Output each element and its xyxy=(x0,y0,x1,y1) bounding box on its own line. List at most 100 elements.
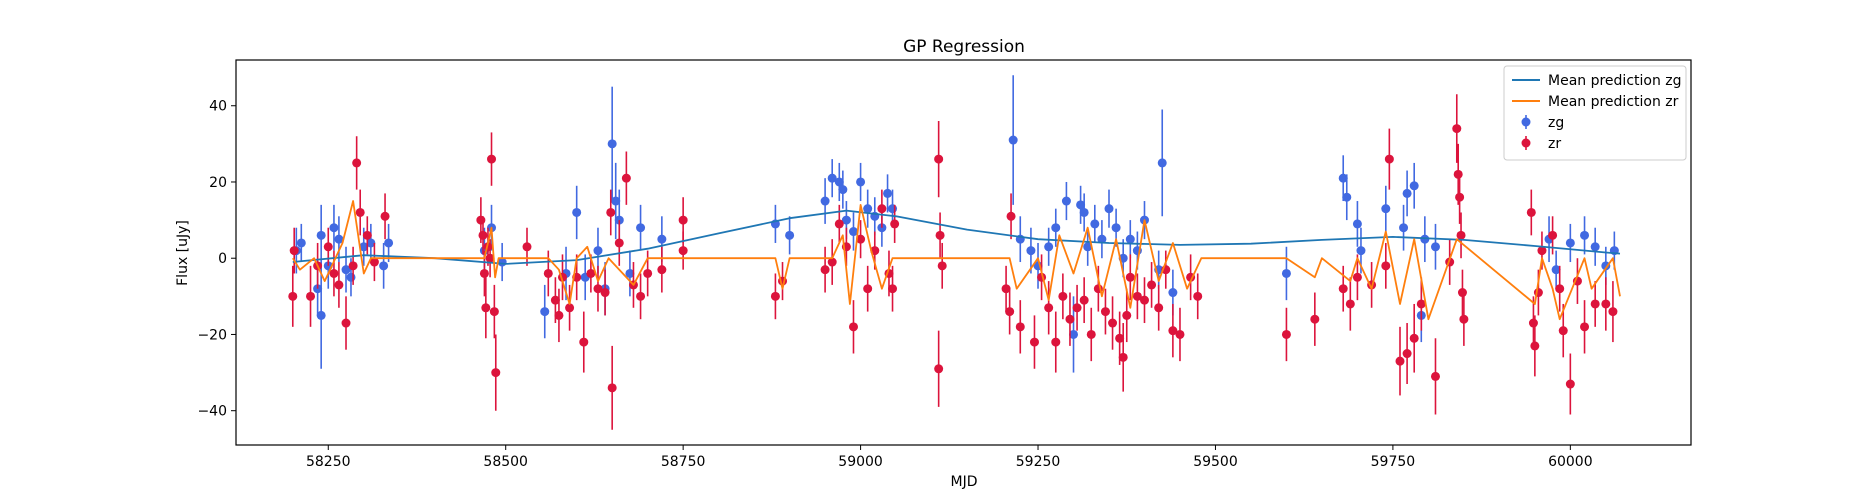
data-point xyxy=(848,322,858,332)
data-point xyxy=(522,242,532,252)
data-point xyxy=(1409,333,1419,343)
legend-item: Mean prediction zg xyxy=(1512,73,1682,89)
data-point xyxy=(1590,299,1600,309)
data-point xyxy=(1193,291,1203,301)
data-point xyxy=(1005,307,1015,317)
data-point xyxy=(657,265,667,275)
data-point xyxy=(1076,200,1086,210)
data-point xyxy=(1565,238,1575,248)
data-point xyxy=(1455,192,1465,202)
data-point xyxy=(625,268,635,278)
data-point xyxy=(352,158,362,168)
data-point xyxy=(827,257,837,267)
data-point xyxy=(476,215,486,225)
data-point xyxy=(1381,261,1391,271)
data-point xyxy=(1548,230,1558,240)
data-point xyxy=(621,173,631,183)
data-point xyxy=(1072,303,1082,313)
data-point xyxy=(1352,219,1362,229)
legend-marker-swatch xyxy=(1521,117,1531,127)
data-point xyxy=(678,215,688,225)
data-point xyxy=(540,307,550,317)
chart-title: GP Regression xyxy=(903,37,1025,57)
data-point xyxy=(384,238,394,248)
data-point xyxy=(636,291,646,301)
data-point xyxy=(593,284,603,294)
data-point xyxy=(1420,234,1430,244)
data-point xyxy=(1008,135,1018,145)
data-point xyxy=(485,253,495,263)
data-point xyxy=(1281,329,1291,339)
data-point xyxy=(1157,158,1167,168)
legend-item: Mean prediction zr xyxy=(1512,94,1679,110)
data-point xyxy=(341,318,351,328)
data-point xyxy=(1006,211,1016,221)
data-point xyxy=(678,246,688,256)
data-point xyxy=(1100,307,1110,317)
x-tick-label: 59000 xyxy=(838,454,883,470)
data-point xyxy=(362,230,372,240)
data-point xyxy=(934,154,944,164)
data-point xyxy=(1409,181,1419,191)
data-point xyxy=(785,230,795,240)
legend-item: zg xyxy=(1521,115,1564,131)
data-point xyxy=(1132,291,1142,301)
data-point xyxy=(579,337,589,347)
data-point xyxy=(334,280,344,290)
data-point xyxy=(346,272,356,282)
data-point xyxy=(600,288,610,298)
data-point xyxy=(1108,318,1118,328)
data-point xyxy=(1399,223,1409,233)
legend: Mean prediction zg Mean prediction zr zg zr xyxy=(1503,65,1687,161)
data-point xyxy=(334,234,344,244)
data-point xyxy=(820,196,830,206)
data-point xyxy=(1456,230,1466,240)
data-point xyxy=(614,238,624,248)
data-point xyxy=(550,295,560,305)
data-point xyxy=(657,234,667,244)
data-point xyxy=(611,196,621,206)
data-point xyxy=(1079,295,1089,305)
data-point xyxy=(1342,192,1352,202)
data-point xyxy=(1015,322,1025,332)
data-point xyxy=(1104,204,1114,214)
data-point xyxy=(1533,288,1543,298)
data-point xyxy=(479,268,489,278)
data-point xyxy=(863,284,873,294)
x-tick-label: 59750 xyxy=(1371,454,1416,470)
y-tick-label: 20 xyxy=(209,175,227,191)
data-point xyxy=(1580,322,1590,332)
data-point xyxy=(296,238,306,248)
data-point xyxy=(1345,299,1355,309)
y-tick-label: −40 xyxy=(197,404,227,420)
data-point xyxy=(329,223,339,233)
data-point xyxy=(487,154,497,164)
data-point xyxy=(1310,314,1320,324)
data-point xyxy=(1065,314,1075,324)
data-point xyxy=(1416,299,1426,309)
data-point xyxy=(1565,379,1575,389)
y-tick-label: −20 xyxy=(197,327,227,343)
data-point xyxy=(820,265,830,275)
data-point xyxy=(316,310,326,320)
data-point xyxy=(1555,284,1565,294)
data-point xyxy=(834,219,844,229)
data-point xyxy=(1029,337,1039,347)
data-point xyxy=(1044,303,1054,313)
data-point xyxy=(1122,310,1132,320)
x-axis-label: MJD xyxy=(951,474,978,490)
data-point xyxy=(1125,272,1135,282)
data-point xyxy=(606,207,616,217)
data-point xyxy=(1168,326,1178,336)
data-point xyxy=(1090,219,1100,229)
data-point xyxy=(572,207,582,217)
legend-label: Mean prediction zg xyxy=(1548,73,1682,89)
data-point xyxy=(565,303,575,313)
data-point xyxy=(1086,329,1096,339)
data-point xyxy=(1608,307,1618,317)
data-point xyxy=(1001,284,1011,294)
y-tick-label: 0 xyxy=(218,251,227,267)
data-point xyxy=(489,307,499,317)
legend-box xyxy=(1503,65,1687,161)
